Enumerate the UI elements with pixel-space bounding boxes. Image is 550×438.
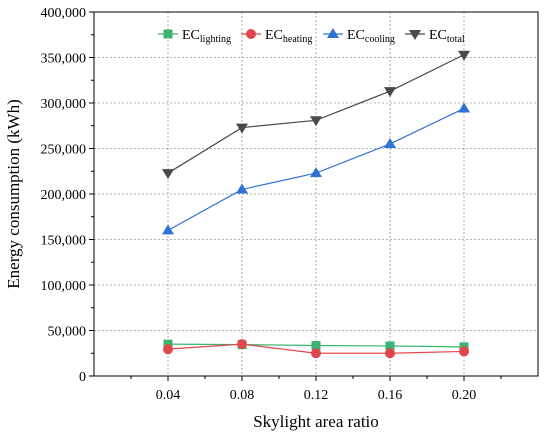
data-point-total <box>384 87 396 98</box>
data-point-lighting <box>385 341 395 351</box>
data-point-heating <box>237 339 247 350</box>
legend-marker <box>409 30 421 40</box>
grid <box>94 12 538 376</box>
y-tick-label: 250,000 <box>41 143 87 158</box>
axis-ticks: 0 50,000 100,000 150,000 200,000 250,000 300,0… <box>41 6 502 403</box>
x-tick-label: 0.20 <box>452 388 477 403</box>
legend-item-total: ECtotal <box>405 28 465 45</box>
data-point-total <box>310 116 322 127</box>
legend-marker <box>327 28 339 38</box>
y-tick-label: 350,000 <box>41 52 87 67</box>
data-point-total <box>162 169 174 180</box>
data-point-lighting <box>311 341 321 351</box>
data-point-total <box>236 123 248 134</box>
x-tick-label: 0.12 <box>304 388 329 403</box>
legend: EClighting ECheating ECcooling ECtotal <box>158 28 465 45</box>
y-axis-title: Energy consumption (kWh) <box>4 99 23 288</box>
series-total <box>162 50 470 180</box>
data-point-heating <box>459 346 469 357</box>
data-point-heating <box>385 348 395 359</box>
y-tick-label: 400,000 <box>41 6 87 21</box>
y-tick-label: 100,000 <box>41 279 87 294</box>
data-point-total <box>458 50 470 61</box>
data-point-cooling <box>384 137 396 148</box>
x-tick-label: 0.04 <box>156 388 181 403</box>
data-point-cooling <box>162 224 174 235</box>
series-lines <box>162 50 470 359</box>
y-tick-label: 300,000 <box>41 97 87 112</box>
legend-marker <box>246 29 256 39</box>
legend-item-cooling: ECcooling <box>323 28 395 45</box>
series-cooling <box>162 102 470 235</box>
legend-label: ECheating <box>265 28 312 45</box>
data-point-cooling <box>236 183 248 194</box>
data-point-cooling <box>458 102 470 113</box>
legend-label: EClighting <box>182 28 231 45</box>
data-point-cooling <box>310 167 322 178</box>
y-tick-label: 150,000 <box>41 234 87 249</box>
legend-label: ECcooling <box>347 28 395 45</box>
y-tick-label: 50,000 <box>48 325 87 340</box>
legend-item-heating: ECheating <box>241 28 312 45</box>
data-point-lighting <box>163 339 173 349</box>
series-heating <box>163 339 469 359</box>
data-point-heating <box>163 344 173 355</box>
legend-marker <box>163 29 173 39</box>
legend-label: ECtotal <box>429 28 465 45</box>
y-tick-label: 0 <box>79 370 86 385</box>
x-axis-title: Skylight area ratio <box>253 412 379 431</box>
x-tick-label: 0.08 <box>230 388 255 403</box>
y-tick-label: 200,000 <box>41 188 87 203</box>
x-tick-label: 0.16 <box>378 388 403 403</box>
legend-item-lighting: EClighting <box>158 28 231 45</box>
data-point-heating <box>311 348 321 359</box>
